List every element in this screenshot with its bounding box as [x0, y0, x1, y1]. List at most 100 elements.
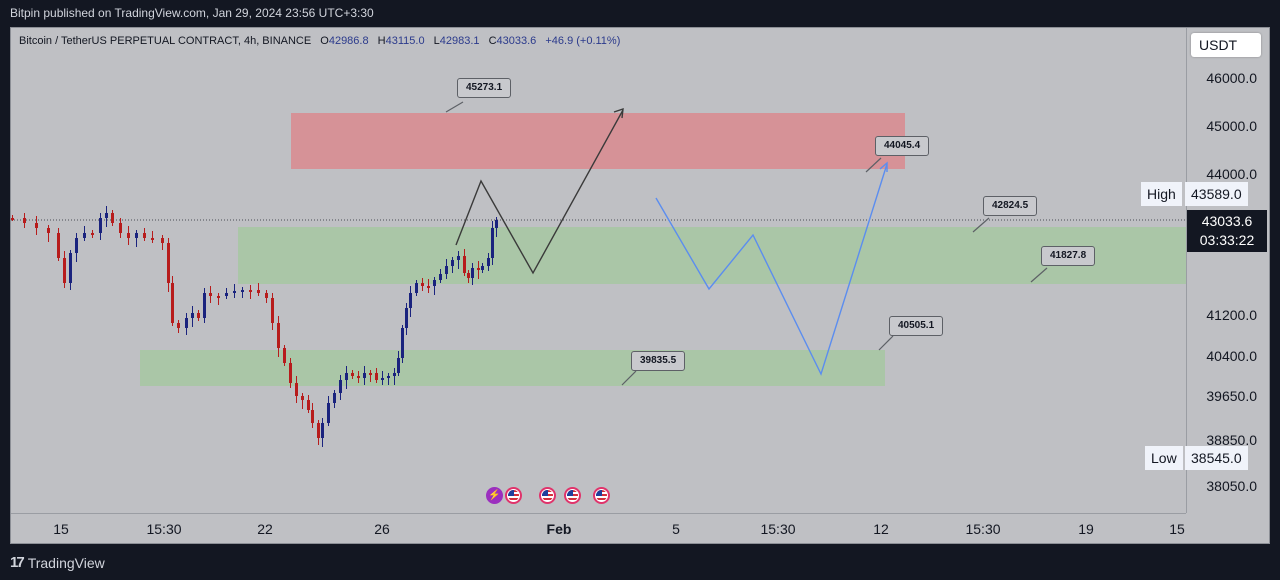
price-tick: 38050.0 — [1206, 478, 1257, 494]
candle-body — [83, 233, 86, 238]
candle-body — [75, 238, 78, 253]
candle-body — [345, 373, 348, 380]
time-tick: 19 — [1078, 521, 1094, 537]
candle-body — [127, 233, 130, 238]
price-tick: 38850.0 — [1206, 432, 1257, 448]
projection-path-dark — [455, 109, 624, 275]
legend-high-key: H — [377, 35, 386, 47]
us-flag-icon[interactable] — [593, 487, 610, 504]
candle-body — [467, 273, 470, 278]
candle-body — [11, 218, 14, 220]
time-tick: 15 — [1169, 521, 1185, 537]
candle-body — [311, 410, 314, 423]
bar-countdown: 03:33:22 — [1199, 232, 1255, 248]
projection-arrowhead-blue — [879, 161, 888, 172]
candle-body — [271, 298, 274, 323]
candle-body — [225, 293, 228, 296]
candle-body — [471, 268, 474, 278]
candle-body — [387, 376, 390, 378]
event-bolt-icon[interactable]: ⚡ — [486, 487, 503, 504]
candle-body — [477, 268, 480, 270]
candle-body — [257, 290, 260, 293]
candle-body — [119, 223, 122, 233]
candle-body — [47, 228, 50, 233]
resistance-zone — [291, 113, 905, 169]
price-axis[interactable]: 46000.0 45000.0 44000.0 41200.0 40400.0 … — [1186, 28, 1269, 513]
candle-body — [277, 323, 280, 348]
footer-bar: 17 TradingView — [0, 544, 1280, 580]
candle-body — [57, 233, 60, 258]
candle-body — [185, 318, 188, 328]
tradingview-logo[interactable]: 17 TradingView — [10, 554, 105, 571]
plot-area[interactable]: Bitcoin / TetherUS PERPETUAL CONTRACT, 4… — [11, 28, 1186, 513]
candle-body — [91, 233, 94, 235]
candle-body — [143, 233, 146, 238]
candle-body — [401, 328, 404, 358]
chart-frame[interactable]: Bitcoin / TetherUS PERPETUAL CONTRACT, 4… — [10, 27, 1270, 544]
chart-legend: Bitcoin / TetherUS PERPETUAL CONTRACT, 4… — [19, 35, 620, 47]
candle-body — [357, 376, 360, 378]
high-value: 43589.0 — [1185, 182, 1248, 206]
callout-45273[interactable]: 45273.1 — [457, 78, 512, 98]
price-tick: 39650.0 — [1206, 388, 1257, 404]
candle-body — [457, 256, 460, 260]
support-zone-lower — [140, 350, 885, 386]
price-tick: 46000.0 — [1206, 70, 1257, 86]
candle-body — [409, 293, 412, 308]
candle-body — [35, 223, 38, 228]
candle-body — [397, 358, 400, 373]
candle-body — [111, 213, 114, 223]
candle-body — [295, 383, 298, 396]
candle-body — [233, 291, 236, 293]
candle-body — [203, 293, 206, 318]
callout-42824[interactable]: 42824.5 — [983, 196, 1038, 216]
candle-body — [289, 363, 292, 383]
candle-body — [23, 218, 26, 223]
current-price-badge: 43033.6 03:33:22 — [1187, 210, 1267, 252]
candle-body — [317, 423, 320, 438]
projection-path-blue — [655, 163, 888, 376]
candle-body — [209, 293, 212, 296]
callout-40505[interactable]: 40505.1 — [889, 316, 944, 336]
price-tick: 41200.0 — [1206, 307, 1257, 323]
candle-body — [105, 213, 108, 218]
tradingview-logo-icon: 17 — [10, 554, 25, 571]
us-flag-icon[interactable] — [564, 487, 581, 504]
candle-body — [283, 348, 286, 363]
low-label: Low — [1145, 446, 1183, 470]
candle-body — [327, 403, 330, 423]
time-tick: 15:30 — [760, 521, 796, 537]
callout-pointer — [1030, 267, 1048, 283]
callout-39835[interactable]: 39835.5 — [631, 351, 686, 371]
legend-close-value: 43033.6 — [496, 35, 537, 47]
high-label: High — [1141, 182, 1182, 206]
candle-body — [415, 283, 418, 293]
candle-body — [393, 373, 396, 376]
candle-body — [241, 290, 244, 292]
current-price-value: 43033.6 — [1201, 213, 1253, 229]
legend-change: +46.9 (+0.11%) — [545, 35, 621, 47]
time-axis[interactable]: 15 15:30 22 26 Feb 5 15:30 12 15:30 19 1… — [11, 513, 1186, 543]
candle-body — [375, 373, 378, 380]
callout-41827[interactable]: 41827.8 — [1041, 246, 1096, 266]
low-value: 38545.0 — [1185, 446, 1248, 470]
candle-body — [191, 313, 194, 318]
candle-body — [421, 283, 424, 286]
candle-body — [369, 373, 372, 375]
us-flag-icon[interactable] — [505, 487, 522, 504]
price-tick: 45000.0 — [1206, 118, 1257, 134]
candle-body — [363, 373, 366, 378]
legend-low-value: 42983.1 — [439, 35, 480, 47]
currency-selector[interactable]: USDT — [1191, 33, 1261, 57]
candle-body — [135, 233, 138, 238]
us-flag-icon[interactable] — [539, 487, 556, 504]
candle-body — [301, 396, 304, 400]
candle-body — [405, 308, 408, 328]
candle-body — [463, 256, 466, 273]
callout-pointer — [878, 335, 894, 351]
candle-body — [487, 258, 490, 266]
candle-body — [351, 373, 354, 376]
time-tick: 5 — [672, 521, 680, 537]
callout-44045[interactable]: 44045.4 — [875, 136, 930, 156]
callout-pointer — [865, 157, 882, 173]
